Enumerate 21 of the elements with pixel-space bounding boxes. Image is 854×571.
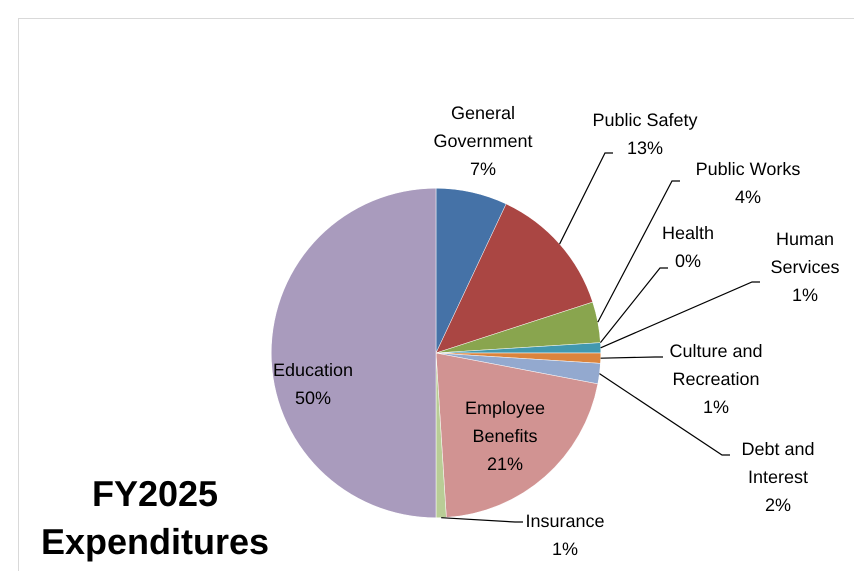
slice-label: Debt and Interest xyxy=(741,438,815,487)
slice-label: Education xyxy=(272,360,354,380)
data-label: 2% xyxy=(764,494,792,515)
data-label: 1% xyxy=(792,284,818,305)
slice-label: Public Safety xyxy=(592,110,698,130)
slice-label: Human Services xyxy=(770,228,840,277)
slice-label: Employee Benefits xyxy=(464,398,546,446)
slice-label: Public Works xyxy=(696,158,800,179)
data-label: 1% xyxy=(702,396,730,417)
data-label: 13% xyxy=(626,138,664,158)
data-label: 50% xyxy=(294,388,332,408)
data-label: 7% xyxy=(470,158,496,179)
data-label: 4% xyxy=(734,186,762,207)
data-label: 1% xyxy=(552,538,578,559)
slice-label: Culture and Recreation xyxy=(669,340,763,389)
category-label: Health xyxy=(662,222,714,243)
slice-label: Insurance xyxy=(525,510,605,531)
data-label: 21% xyxy=(486,454,524,474)
text: 0% xyxy=(674,250,702,271)
text: FY2025 Expenditures xyxy=(40,472,270,564)
slice-label: General Government xyxy=(433,102,533,151)
